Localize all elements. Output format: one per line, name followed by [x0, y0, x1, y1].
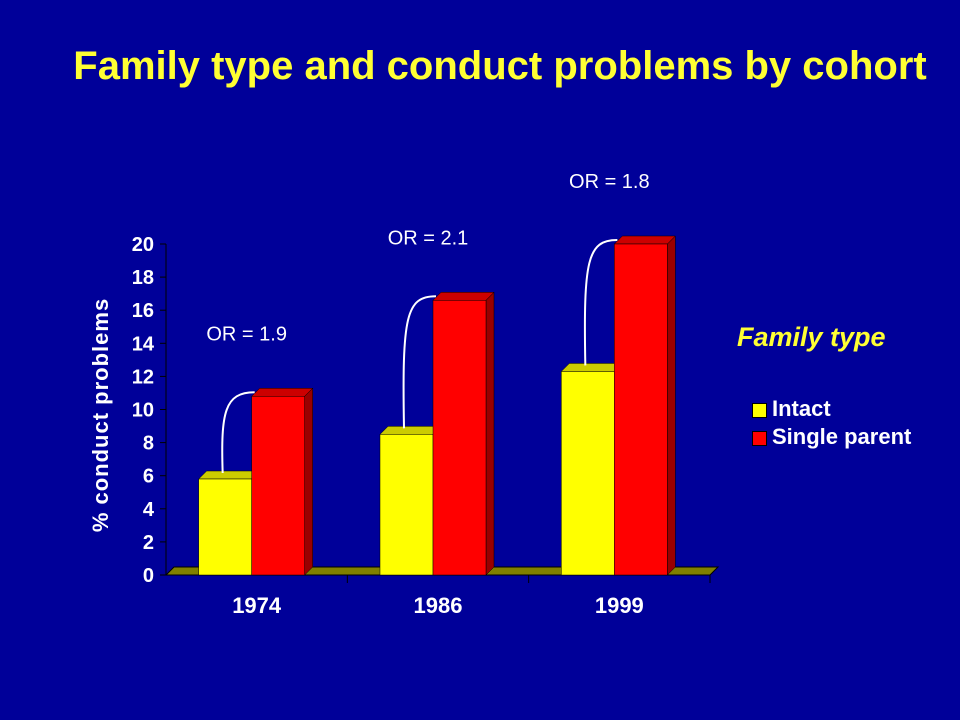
odds-ratio-bracket: [583, 239, 618, 366]
bar-top-single-parent-1999: [613, 235, 676, 245]
legend-swatch-intact: [752, 403, 767, 418]
y-tick-label: 8: [143, 433, 154, 455]
bar-side-single-parent-1999: [667, 235, 676, 576]
legend-label-single-parent: Single parent: [772, 424, 912, 449]
y-tick-label: 0: [143, 565, 154, 587]
x-tick-label: 1986: [414, 593, 463, 618]
y-tick-label: 14: [132, 333, 155, 355]
legend-swatch-single-parent: [752, 431, 767, 446]
odds-ratio-label: OR = 1.9: [206, 323, 287, 345]
chart-title: Family type and conduct problems by coho…: [73, 44, 927, 88]
bar-top-intact-1974: [198, 470, 261, 480]
y-tick-label: 4: [143, 499, 155, 521]
bar-intact-1986: [379, 434, 434, 576]
x-tick-label: 1999: [595, 593, 644, 618]
bar-side-single-parent-1986: [485, 291, 495, 576]
bar-top-intact-1999: [560, 363, 623, 372]
odds-ratio-label: OR = 1.8: [569, 171, 650, 193]
y-tick-label: 2: [143, 532, 154, 554]
bar-side-single-parent-1974: [304, 387, 313, 576]
legend-title: Family type: [737, 322, 886, 352]
y-tick-label: 6: [143, 466, 154, 488]
bar-intact-1999: [561, 371, 615, 576]
legend: Intact Single parent: [740, 392, 930, 460]
y-tick-label: 18: [132, 267, 154, 289]
bar-intact-1974: [198, 478, 252, 576]
y-tick-label: 20: [132, 234, 154, 256]
y-tick-label: 16: [132, 300, 154, 322]
bar-single-parent-1999: [614, 243, 668, 576]
bar-top-single-parent-1986: [432, 292, 495, 301]
y-tick-label: 10: [132, 400, 154, 422]
bar-single-parent-1974: [251, 396, 305, 576]
bar-single-parent-1986: [432, 300, 487, 576]
bar-top-intact-1986: [379, 426, 442, 435]
y-axis-label: % conduct problems: [88, 298, 113, 532]
x-tick-label: 1974: [232, 593, 282, 618]
odds-ratio-label: OR = 2.1: [388, 227, 469, 249]
y-tick-label: 12: [132, 366, 154, 388]
odds-ratio-bracket: [402, 295, 437, 429]
bar-top-single-parent-1974: [251, 388, 314, 397]
odds-ratio-bracket: [221, 391, 255, 474]
legend-label-intact: Intact: [772, 396, 831, 421]
